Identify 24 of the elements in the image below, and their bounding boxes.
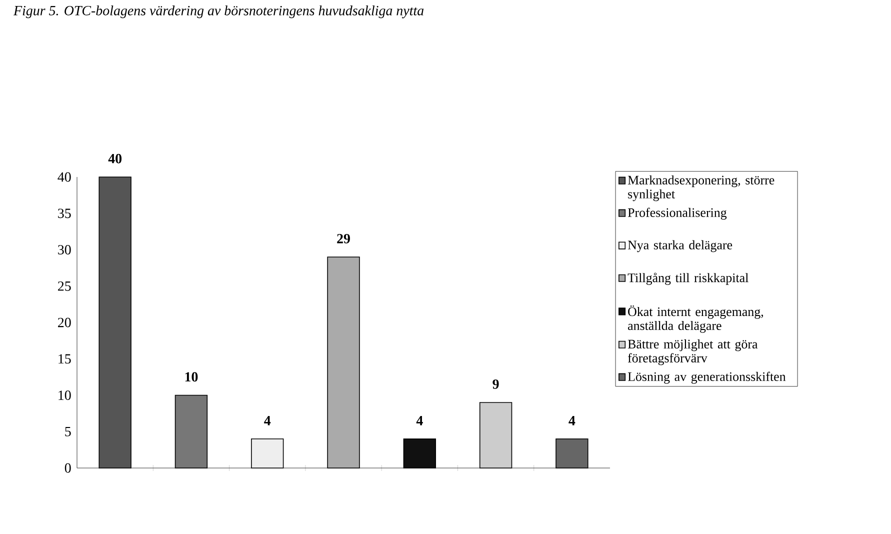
y-tick-label: 10 <box>58 390 71 400</box>
y-tick-label: 25 <box>58 281 71 291</box>
y-tick-label: 20 <box>58 318 71 328</box>
y-tick-label: 0 <box>64 463 71 473</box>
legend-label: Professionalisering <box>628 208 727 220</box>
chart-title: Figur 5. OTC-bolagens värdering av börsnoteringens huvudsakliga nytta <box>13 6 424 18</box>
y-tick-label: 35 <box>58 208 71 218</box>
data-label: 10 <box>185 372 198 382</box>
data-label: 29 <box>337 234 350 244</box>
data-label: 40 <box>108 154 122 164</box>
data-label: 4 <box>416 416 423 426</box>
y-tick-label: 5 <box>65 426 71 436</box>
y-tick-label: 30 <box>58 245 71 254</box>
data-label: 4 <box>264 416 271 426</box>
legend-label: Nya starka delägare <box>628 240 732 252</box>
y-tick-label: 40 <box>58 172 71 182</box>
legend-label: Ökat internt engagemang, anställda delägare <box>628 305 764 333</box>
y-tick-label: 15 <box>58 354 71 364</box>
data-label: 9 <box>492 379 499 389</box>
legend-label: Marknadsexponering, större synlighet <box>628 175 774 202</box>
data-label: 4 <box>568 416 576 426</box>
legend-label: Tillgång till riskkapital <box>628 272 748 285</box>
legend-label: Bättre möjlighet att göra företagsförvärv <box>628 339 758 366</box>
legend-label: Lösning av generationsskiften <box>628 372 786 384</box>
